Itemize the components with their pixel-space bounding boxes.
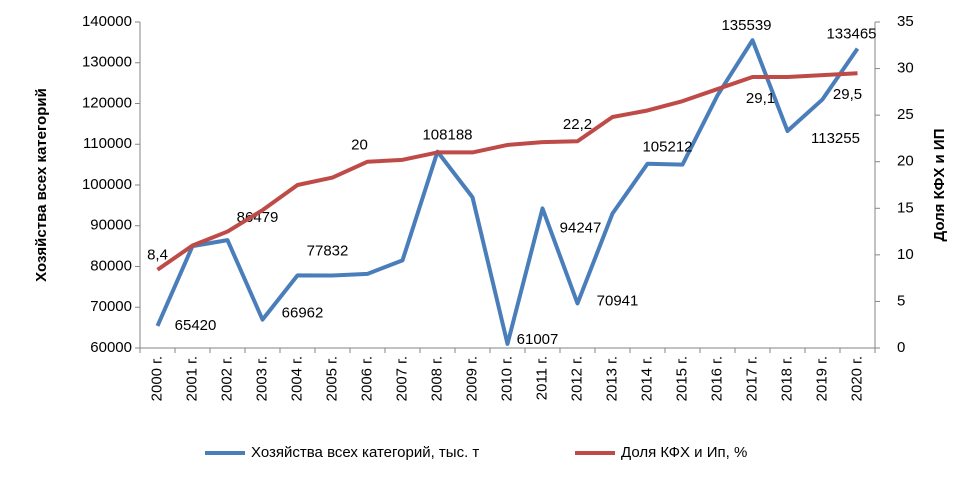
x-tick-label: 2018 г. — [778, 356, 795, 401]
x-tick-label: 2008 г. — [428, 356, 445, 401]
x-tick-label: 2000 г. — [148, 356, 165, 401]
x-tick-label: 2012 г. — [568, 356, 585, 401]
x-tick-label: 2006 г. — [358, 356, 375, 401]
data-label: 113255 — [811, 130, 860, 147]
x-tick-label: 2016 г. — [708, 356, 725, 401]
data-label: 20 — [351, 137, 368, 154]
data-label: 29,5 — [833, 86, 862, 103]
y2-axis-title: Доля КФХ и ИП — [931, 129, 948, 242]
data-label: 133465 — [826, 26, 876, 43]
series-line — [155, 38, 860, 346]
x-tick-label: 2011 г. — [533, 356, 550, 400]
y-tick-label: 60000 — [90, 339, 132, 356]
x-tick-label: 2005 г. — [323, 356, 340, 401]
data-label: 61007 — [517, 331, 559, 348]
y2-tick-label: 0 — [897, 339, 905, 356]
data-label: 135539 — [721, 17, 771, 34]
x-tick-label: 2001 г. — [183, 356, 200, 401]
y2-tick-label: 5 — [897, 292, 905, 309]
data-label: 22,2 — [563, 116, 592, 133]
y-tick-label: 80000 — [90, 257, 132, 274]
data-label: 77832 — [307, 242, 349, 259]
y-tick-label: 110000 — [83, 135, 132, 152]
y-tick-label: 90000 — [90, 217, 132, 234]
x-tick-label: 2010 г. — [498, 356, 515, 401]
x-tick-label: 2017 г. — [743, 356, 760, 401]
x-tick-label: 2013 г. — [603, 356, 620, 401]
data-label: 66962 — [282, 305, 324, 322]
x-tick-label: 2009 г. — [463, 356, 480, 401]
y2-tick-label: 15 — [897, 199, 914, 216]
y2-tick-label: 35 — [897, 13, 914, 30]
y-tick-label: 120000 — [82, 94, 132, 111]
y2-tick-label: 30 — [897, 60, 914, 77]
y-tick-label: 140000 — [82, 13, 132, 30]
x-tick-label: 2019 г. — [813, 356, 830, 401]
y2-tick-label: 20 — [897, 153, 914, 170]
data-label: 65420 — [175, 317, 217, 334]
x-tick-label: 2003 г. — [253, 356, 270, 401]
legend-label: Доля КФХ и Ип, % — [621, 444, 747, 461]
y-tick-label: 130000 — [82, 54, 132, 71]
x-tick-label: 2002 г. — [218, 356, 235, 401]
series-line — [156, 71, 858, 272]
y-axis-title: Хозяйства всех категорий — [33, 88, 50, 282]
data-label: 105212 — [642, 139, 692, 156]
x-tick-label: 2020 г. — [848, 356, 865, 401]
y-tick-label: 70000 — [90, 298, 132, 315]
x-tick-label: 2015 г. — [673, 356, 690, 401]
data-label: 108188 — [422, 127, 472, 144]
y-tick-label: 100000 — [82, 176, 132, 193]
x-tick-label: 2004 г. — [288, 356, 305, 401]
data-label: 29,1 — [746, 90, 775, 107]
x-tick-label: 2014 г. — [638, 356, 655, 401]
data-label: 8,4 — [147, 247, 168, 264]
data-label: 70941 — [597, 292, 639, 309]
y2-tick-label: 10 — [897, 246, 914, 263]
legend-label: Хозяйства всех категорий, тыс. т — [251, 444, 479, 461]
x-tick-label: 2007 г. — [393, 356, 410, 401]
y2-tick-label: 25 — [897, 106, 914, 123]
data-label: 94247 — [560, 219, 602, 236]
